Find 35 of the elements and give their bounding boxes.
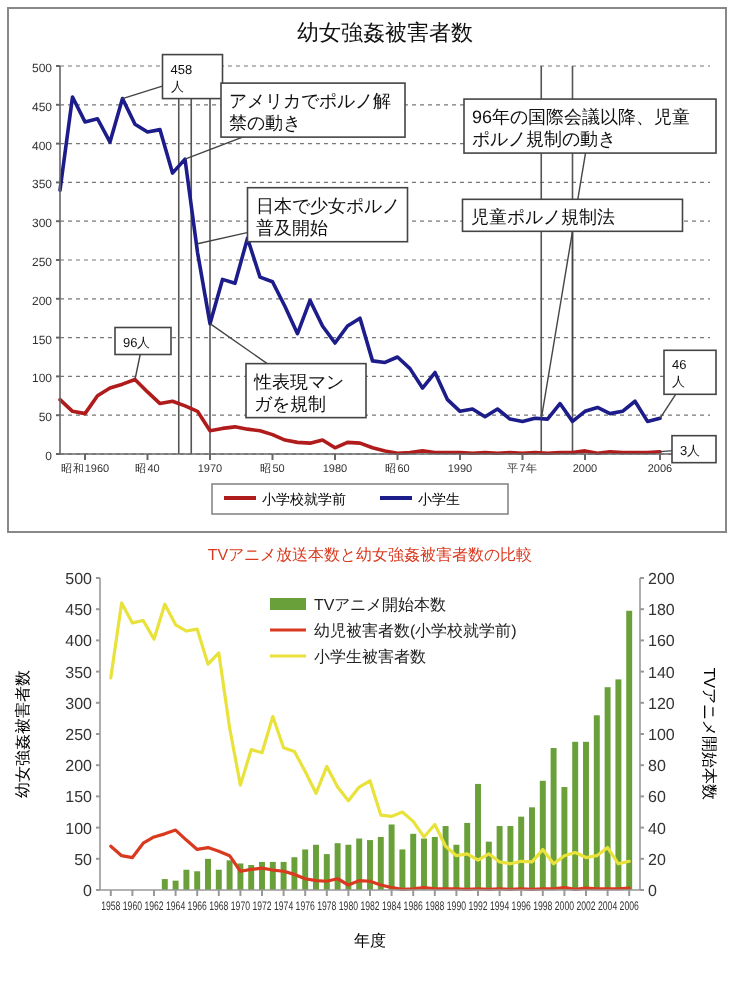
y-tick-label: 150 — [65, 788, 94, 807]
y2-axis-title: TVアニメ開始本数 — [700, 667, 718, 801]
y2-tick-label: 180 — [648, 601, 676, 620]
y-tick-label: 500 — [65, 570, 94, 588]
legend-label: 幼児被害者数(小学校就学前) — [314, 622, 518, 640]
y-tick-label: 200 — [65, 757, 94, 776]
chart-title: 幼女強姦被害者数 — [297, 20, 473, 46]
y2-tick-label: 160 — [648, 632, 676, 651]
y-tick-label: 0 — [83, 882, 94, 900]
y2-tick-label: 0 — [648, 882, 658, 900]
y-axis-title: 幼女強姦被害者数 — [14, 670, 32, 798]
x-axis-title: 年度 — [354, 932, 386, 950]
y2-tick-label: 60 — [648, 788, 667, 807]
y-tick-label: 50 — [74, 850, 94, 869]
legend-label: 小学生被害者数 — [314, 648, 426, 666]
y2-tick-label: 100 — [648, 726, 676, 744]
legend-label: TVアニメ開始本数 — [314, 596, 447, 614]
y-tick-label: 250 — [65, 726, 94, 744]
annotation: 日本で少女ポルノ普及開始 — [255, 195, 400, 238]
y-tick-label: 300 — [65, 694, 94, 713]
y-tick-label: 350 — [65, 663, 94, 682]
y2-tick-label: 80 — [648, 757, 667, 776]
y-tick-label: 400 — [65, 632, 94, 651]
annotation: アメリカでポルノ解禁の動き — [229, 91, 391, 134]
chart-title: TVアニメ放送本数と幼女強姦被害者数の比較 — [207, 546, 533, 564]
y-tick-label: 450 — [65, 601, 94, 620]
y2-tick-label: 140 — [648, 663, 676, 682]
annotation: 性表現マンガを規制 — [252, 371, 344, 414]
annotation: 96年の国際会議以降、児童ポルノ規制の動き — [472, 107, 691, 150]
y2-tick-label: 40 — [648, 819, 667, 838]
y-tick-label: 100 — [65, 819, 94, 838]
y2-tick-label: 120 — [648, 694, 676, 713]
y2-tick-label: 200 — [648, 570, 676, 588]
y2-tick-label: 20 — [648, 850, 667, 869]
annotation: 児童ポルノ規制法 — [470, 207, 615, 228]
